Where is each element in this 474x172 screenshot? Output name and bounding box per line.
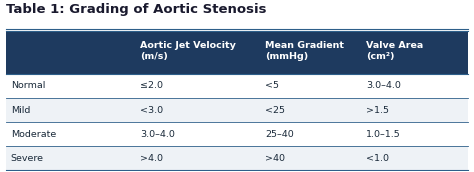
Text: <5: <5 [265,82,279,90]
Text: 25–40: 25–40 [265,130,293,139]
Text: 1.0–1.5: 1.0–1.5 [366,130,401,139]
Bar [6,74,468,98]
Text: >1.5: >1.5 [366,106,390,115]
Text: 3.0–4.0: 3.0–4.0 [140,130,175,139]
Text: Mild: Mild [11,106,30,115]
Text: Mean Gradient
(mmHg): Mean Gradient (mmHg) [265,41,344,61]
Text: Table 1: Grading of Aortic Stenosis: Table 1: Grading of Aortic Stenosis [6,3,266,16]
Text: <1.0: <1.0 [366,154,390,163]
Bar [6,146,468,170]
Text: Valve Area
(cm²): Valve Area (cm²) [366,41,424,61]
Text: ≤2.0: ≤2.0 [140,82,163,90]
Text: Severe: Severe [11,154,44,163]
Text: Normal: Normal [11,82,45,90]
Text: 3.0–4.0: 3.0–4.0 [366,82,401,90]
Bar [6,31,468,74]
Text: <3.0: <3.0 [140,106,163,115]
Text: <25: <25 [265,106,285,115]
Text: Aortic Jet Velocity
(m/s): Aortic Jet Velocity (m/s) [140,41,236,61]
Text: >40: >40 [265,154,285,163]
Bar [6,122,468,146]
Text: >4.0: >4.0 [140,154,163,163]
Bar [6,98,468,122]
Text: Moderate: Moderate [11,130,56,139]
